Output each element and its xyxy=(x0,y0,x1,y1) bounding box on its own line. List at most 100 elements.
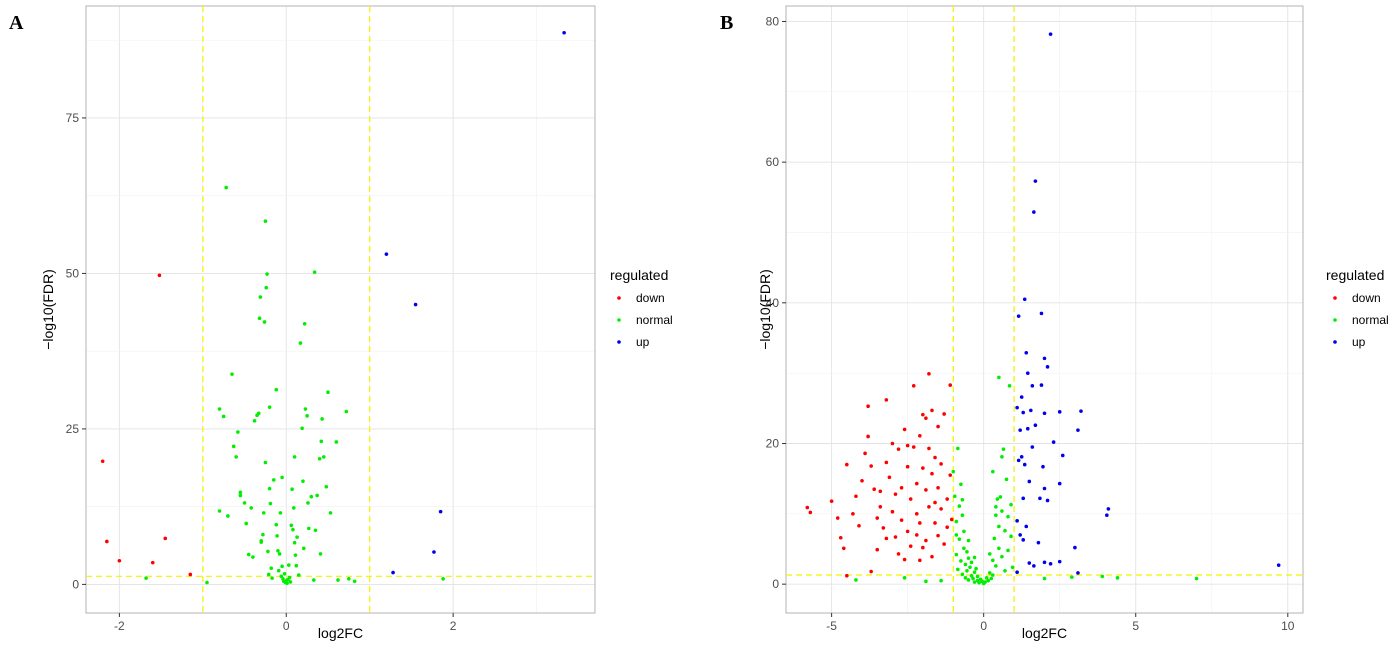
point-normal xyxy=(244,521,249,526)
point-down xyxy=(863,451,867,456)
point-normal xyxy=(963,562,968,567)
point-up xyxy=(1048,32,1053,36)
point-up xyxy=(1042,486,1047,491)
point-normal xyxy=(983,580,987,584)
point-normal xyxy=(322,455,326,459)
y-tick-label: 80 xyxy=(766,14,780,28)
point-normal xyxy=(267,405,272,409)
grid xyxy=(86,6,595,613)
x-tick-label: -2 xyxy=(114,619,125,633)
legend-key-down xyxy=(617,296,621,300)
point-down xyxy=(936,424,940,429)
point-up xyxy=(1021,538,1026,542)
point-up xyxy=(432,550,436,554)
point-normal xyxy=(987,552,992,556)
point-up xyxy=(1105,513,1109,518)
point-normal xyxy=(1001,447,1006,451)
point-normal xyxy=(252,419,257,423)
point-normal xyxy=(989,576,994,581)
point-up xyxy=(1030,384,1035,388)
point-up xyxy=(1019,455,1024,459)
point-down xyxy=(914,481,919,486)
series-down xyxy=(100,273,193,577)
point-normal xyxy=(258,295,263,299)
point-down xyxy=(911,445,916,449)
point-normal xyxy=(1000,509,1004,513)
point-normal xyxy=(954,552,959,557)
point-normal xyxy=(242,501,247,505)
point-normal xyxy=(902,576,907,580)
point-up xyxy=(1015,519,1019,523)
point-normal xyxy=(249,506,254,510)
point-up xyxy=(384,252,389,256)
point-normal xyxy=(963,576,968,580)
series-normal xyxy=(144,185,445,585)
point-up xyxy=(1033,179,1038,183)
legend: regulated down normal up xyxy=(610,267,673,349)
point-normal xyxy=(968,565,972,570)
point-normal xyxy=(969,573,974,578)
point-down xyxy=(936,486,940,490)
point-down xyxy=(924,488,928,492)
point-normal xyxy=(277,552,282,556)
point-down xyxy=(927,372,931,376)
legend-key-normal xyxy=(617,318,621,322)
point-normal xyxy=(991,558,995,563)
point-up xyxy=(1021,410,1026,415)
point-down xyxy=(948,473,953,477)
point-down xyxy=(902,427,907,432)
point-down xyxy=(851,512,855,516)
point-up xyxy=(1022,462,1027,467)
point-normal xyxy=(984,576,989,580)
point-normal xyxy=(315,493,319,498)
point-down xyxy=(157,273,162,278)
point-down xyxy=(835,516,840,520)
point-normal xyxy=(966,538,971,543)
point-normal xyxy=(962,546,966,551)
point-normal xyxy=(977,580,981,585)
point-down xyxy=(854,494,858,499)
point-normal xyxy=(1000,455,1004,459)
point-down xyxy=(188,572,193,577)
point-down xyxy=(918,521,922,525)
point-normal xyxy=(287,575,292,580)
point-normal xyxy=(236,430,240,434)
point-up xyxy=(1016,314,1021,318)
point-down xyxy=(893,535,898,539)
y-tick-label: 0 xyxy=(72,577,79,591)
point-normal xyxy=(998,495,1003,499)
point-normal xyxy=(986,578,991,583)
point-normal xyxy=(293,553,298,557)
point-up xyxy=(1027,479,1032,484)
point-down xyxy=(805,505,810,510)
point-down xyxy=(921,412,925,417)
point-normal xyxy=(256,411,261,416)
legend-title: regulated xyxy=(610,267,668,283)
point-up xyxy=(1032,210,1036,214)
point-normal xyxy=(1115,576,1120,580)
point-normal xyxy=(971,576,975,581)
legend-label-down: down xyxy=(1352,291,1381,305)
plot-border xyxy=(785,5,1304,614)
point-down xyxy=(899,486,904,490)
point-normal xyxy=(1000,554,1004,559)
x-tick-label: 0 xyxy=(283,619,290,633)
point-up xyxy=(1021,496,1026,501)
point-up xyxy=(1048,561,1053,566)
point-down xyxy=(914,512,919,516)
point-normal xyxy=(334,440,339,444)
point-normal xyxy=(960,572,965,577)
point-up xyxy=(1015,405,1019,410)
point-normal xyxy=(301,546,306,551)
point-normal xyxy=(1070,575,1074,579)
point-up xyxy=(1025,371,1030,375)
point-down xyxy=(945,497,949,501)
point-up xyxy=(1276,563,1281,567)
point-up xyxy=(1073,545,1077,550)
point-up xyxy=(1076,571,1080,575)
point-normal xyxy=(1009,534,1013,539)
point-down xyxy=(911,384,916,388)
point-normal xyxy=(261,532,265,537)
point-down xyxy=(845,573,849,578)
point-normal xyxy=(318,552,323,556)
